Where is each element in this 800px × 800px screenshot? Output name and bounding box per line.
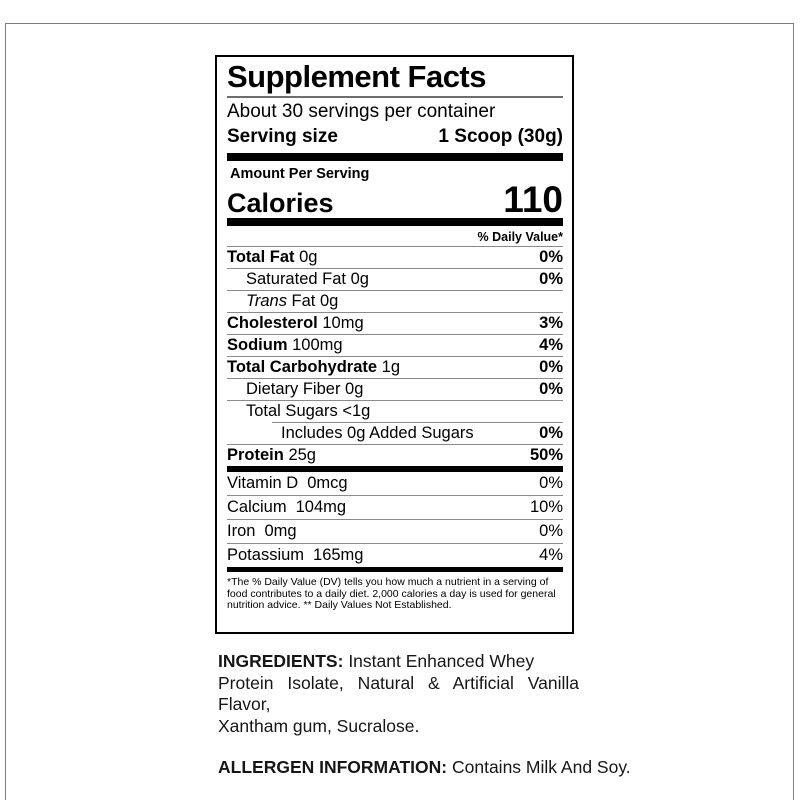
vitamin-row-calcium: Calcium 104mg 10% <box>227 496 563 519</box>
thick-bar-protein <box>227 466 563 472</box>
vitamin-row-potassium: Potassium 165mg 4% <box>227 544 563 567</box>
nutrient-row-dietary-fiber: Dietary Fiber 0g 0% <box>227 379 563 400</box>
nutrient-dv: 4% <box>539 336 563 354</box>
vitamin-dv: 10% <box>529 498 563 516</box>
nutrient-dv: 0% <box>539 424 563 442</box>
ingredients-heading: INGREDIENTS: <box>218 651 344 671</box>
ingredients-line1-text: Instant Enhanced Whey <box>348 651 535 671</box>
nutrient-row-added-sugars: Includes 0g Added Sugars 0% <box>227 423 563 444</box>
supplement-facts-label: Supplement Facts About 30 servings per c… <box>215 55 574 634</box>
nutrient-amount: 25g <box>288 446 316 464</box>
nutrient-row-total-fat: Total Fat 0g 0% <box>227 247 563 268</box>
footnote-line: nutrition advice. ** Daily Values Not Es… <box>227 599 452 612</box>
nutrient-name: Protein <box>227 446 284 464</box>
vitamin-dv: 0% <box>539 474 563 492</box>
vitamin-amount: 104mg <box>295 498 347 516</box>
vitamin-name: Iron <box>227 522 256 540</box>
vitamin-amount: 0mcg <box>307 474 348 492</box>
separator <box>227 444 563 445</box>
ingredients-line1: INGREDIENTS: Instant Enhanced Whey <box>218 651 579 673</box>
title-rule <box>227 96 563 98</box>
nutrient-name: Saturated Fat <box>246 270 346 288</box>
vitamin-name: Vitamin D <box>227 474 299 492</box>
nutrient-name: Dietary Fiber <box>246 380 341 398</box>
nutrient-amount: 0g <box>299 248 318 266</box>
serving-size-label: Serving size <box>227 126 338 147</box>
separator <box>227 246 563 247</box>
allergen-text: Contains Milk And Soy. <box>451 757 631 777</box>
vitamin-dv: 4% <box>539 546 563 564</box>
thick-bar-bottom <box>227 567 563 572</box>
thick-bar-top <box>227 153 563 161</box>
daily-value-header: % Daily Value* <box>477 230 563 244</box>
separator <box>227 312 563 313</box>
serving-size-value: 1 Scoop (30g) <box>438 126 563 147</box>
vitamin-dv: 0% <box>539 522 563 540</box>
nutrient-row-protein: Protein 25g 50% <box>227 445 563 466</box>
ingredients-section: INGREDIENTS: Instant Enhanced Whey Prote… <box>218 651 631 779</box>
nutrient-name: Total Fat <box>227 248 295 266</box>
nutrient-dv: 3% <box>539 314 563 332</box>
separator <box>227 519 563 520</box>
nutrient-amount: <1g <box>342 402 371 420</box>
nutrient-amount: 10mg <box>322 314 364 332</box>
vitamin-row-iron: Iron 0mg 0% <box>227 520 563 543</box>
separator-indented <box>272 422 563 423</box>
amount-per-serving-label: Amount Per Serving <box>230 166 370 182</box>
separator <box>227 495 563 496</box>
nutrient-dv: 0% <box>539 248 563 266</box>
separator <box>227 290 563 291</box>
nutrient-amount: 0g <box>345 380 364 398</box>
nutrient-name: Includes 0g Added Sugars <box>281 424 474 442</box>
separator <box>227 400 563 401</box>
nutrient-name: Cholesterol <box>227 314 318 332</box>
nutrient-name: Total Carbohydrate <box>227 358 378 376</box>
nutrient-row-cholesterol: Cholesterol 10mg 3% <box>227 313 563 334</box>
daily-value-footnote: *The % Daily Value (DV) tells you how mu… <box>227 576 563 612</box>
vitamin-name: Calcium <box>227 498 287 516</box>
nutrient-row-trans-fat: Trans Fat 0g <box>227 291 563 312</box>
nutrient-row-sodium: Sodium 100mg 4% <box>227 335 563 356</box>
label-title: Supplement Facts <box>227 59 487 94</box>
separator <box>227 378 563 379</box>
vitamin-amount: 0mg <box>264 522 297 540</box>
allergen-heading: ALLERGEN INFORMATION: <box>218 757 448 777</box>
nutrient-amount: 100mg <box>292 336 343 354</box>
nutrient-amount: 0g <box>319 292 339 310</box>
page-border-frame <box>5 23 794 800</box>
ingredients-line2: Protein Isolate, Natural & Artificial Va… <box>218 672 579 715</box>
ingredients-line3: Xantham gum, Sucralose. <box>218 715 420 736</box>
calories-row: Calories 110 <box>227 179 563 220</box>
nutrient-amount: 0g <box>350 270 369 288</box>
thick-bar-calories <box>227 218 563 226</box>
allergen-info: ALLERGEN INFORMATION: Contains Milk And … <box>218 757 631 779</box>
vitamin-row-vitamin-d: Vitamin D 0mcg 0% <box>227 472 563 495</box>
nutrient-row-total-sugars: Total Sugars <1g <box>227 401 563 422</box>
vitamin-name: Potassium <box>227 546 305 564</box>
nutrient-name: Fat <box>291 292 316 310</box>
nutrient-dv: 0% <box>539 358 563 376</box>
separator <box>227 334 563 335</box>
serving-size-row: Serving size 1 Scoop (30g) <box>227 124 563 149</box>
servings-per-container: About 30 servings per container <box>227 101 496 122</box>
nutrient-dv: 0% <box>539 380 563 398</box>
vitamin-amount: 165mg <box>313 546 364 564</box>
separator <box>227 543 563 544</box>
calories-value: 110 <box>503 179 563 220</box>
nutrient-dv: 50% <box>529 446 563 464</box>
separator <box>227 268 563 269</box>
footnote-line: food contributes to a daily diet. 2,000 … <box>227 587 556 600</box>
nutrient-name-italic: Trans <box>246 292 287 310</box>
calories-label: Calories <box>227 188 334 218</box>
nutrient-amount: 1g <box>381 358 400 376</box>
nutrient-name: Sodium <box>227 336 288 354</box>
separator <box>227 356 563 357</box>
nutrient-row-total-carbohydrate: Total Carbohydrate 1g 0% <box>227 357 563 378</box>
nutrient-row-saturated-fat: Saturated Fat 0g 0% <box>227 269 563 290</box>
footnote-line: *The % Daily Value (DV) tells you how mu… <box>227 576 549 588</box>
nutrient-dv: 0% <box>539 270 563 288</box>
nutrient-name: Total Sugars <box>246 402 338 420</box>
